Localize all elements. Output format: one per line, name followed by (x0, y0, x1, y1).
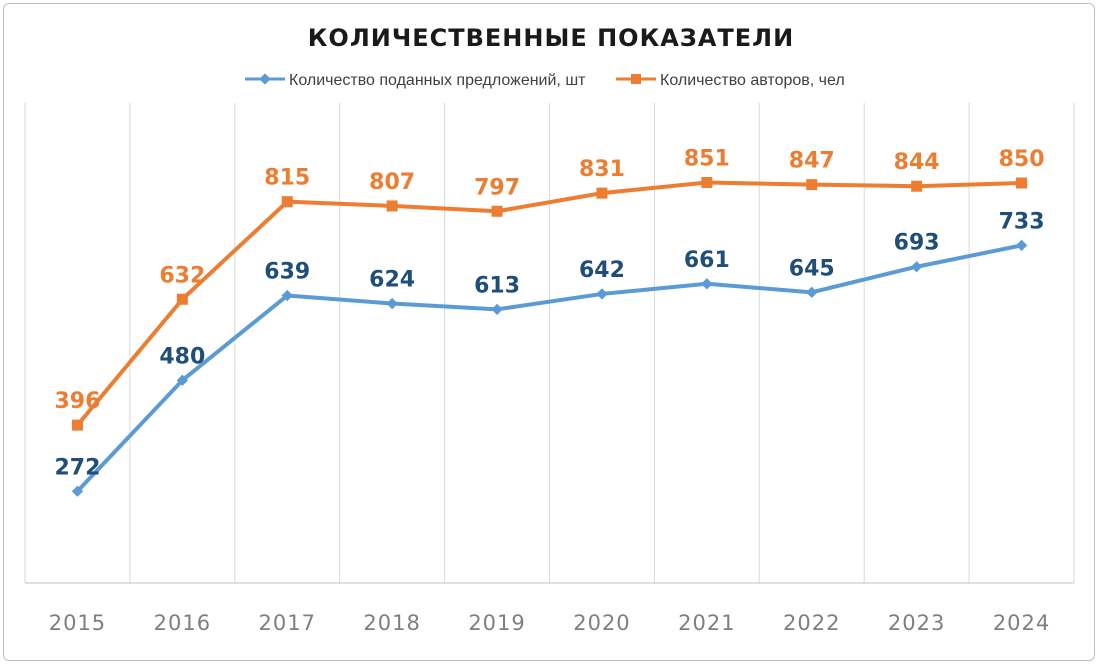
point-marker-0-9 (1015, 239, 1028, 252)
point-marker-1-5 (596, 187, 608, 199)
x-tick-label-2017: 2017 (259, 611, 316, 635)
point-marker-0-3 (386, 297, 398, 310)
point-marker-1-8 (911, 180, 923, 192)
data-label-1-3: 807 (369, 170, 415, 195)
point-marker-0-6 (701, 278, 713, 290)
data-label-0-6: 661 (684, 248, 730, 273)
point-marker-1-1 (176, 293, 188, 305)
legend-marker-diamond-icon (259, 73, 271, 85)
legend-item-authors: Количество авторов, чел (616, 72, 845, 89)
point-marker-0-1 (176, 374, 189, 386)
point-marker-0-4 (491, 303, 503, 316)
data-label-1-1: 632 (159, 263, 205, 288)
point-marker-0-8 (910, 261, 923, 273)
data-label-1-9: 850 (999, 147, 1045, 172)
point-marker-0-2 (281, 289, 293, 302)
data-label-1-0: 396 (54, 389, 100, 414)
data-label-1-4: 797 (474, 175, 520, 200)
data-label-0-3: 624 (369, 268, 415, 293)
data-label-0-9: 733 (999, 209, 1045, 234)
x-axis-tick-labels: 2015 2016 2017 2018 2019 2020 2021 2022 2023 2024 (49, 611, 1050, 635)
point-marker-1-7 (806, 179, 818, 191)
chart-title: КОЛИЧЕСТВЕННЫЕ ПОКАЗАТЕЛИ (308, 24, 794, 52)
point-marker-1-6 (701, 176, 713, 188)
data-label-1-6: 851 (684, 146, 730, 171)
series-line-1 (75, 180, 1024, 428)
series-line-0 (75, 243, 1024, 494)
point-marker-1-9 (1016, 177, 1028, 189)
x-tick-label-2020: 2020 (573, 611, 630, 635)
data-label-1-7: 847 (789, 149, 835, 174)
point-marker-1-4 (491, 205, 503, 217)
legend: Количество поданных предложений, шт Коли… (245, 72, 845, 89)
legend-item-proposals: Количество поданных предложений, шт (245, 72, 586, 89)
point-marker-1-2 (281, 196, 293, 208)
data-label-0-5: 642 (579, 258, 625, 283)
x-tick-label-2016: 2016 (154, 611, 211, 635)
x-tick-label-2019: 2019 (468, 611, 525, 635)
x-tick-label-2015: 2015 (49, 611, 106, 635)
data-label-0-8: 693 (894, 231, 940, 256)
x-tick-label-2021: 2021 (678, 611, 735, 635)
data-label-0-7: 645 (789, 256, 835, 281)
point-marker-1-0 (71, 419, 83, 431)
data-label-1-5: 831 (579, 157, 625, 182)
legend-label-proposals: Количество поданных предложений, шт (289, 72, 586, 89)
point-marker-0-5 (596, 288, 608, 300)
data-labels: 272 480 639 624 613 642 661 645 693 733 396 632 815 8… (54, 146, 1044, 480)
data-label-0-2: 639 (264, 260, 310, 285)
data-label-1-8: 844 (894, 150, 940, 175)
data-label-0-1: 480 (159, 344, 205, 369)
x-tick-label-2022: 2022 (783, 611, 840, 635)
data-label-0-4: 613 (474, 273, 520, 298)
legend-label-authors: Количество авторов, чел (660, 72, 845, 89)
x-tick-label-2024: 2024 (993, 611, 1050, 635)
x-tick-label-2018: 2018 (363, 611, 420, 635)
legend-marker-square-icon (631, 74, 641, 84)
data-label-0-0: 272 (54, 455, 100, 480)
point-marker-1-3 (386, 200, 398, 212)
data-label-1-2: 815 (264, 166, 310, 191)
x-tick-label-2023: 2023 (888, 611, 945, 635)
point-marker-0-7 (806, 286, 818, 298)
series-lines (71, 176, 1028, 497)
